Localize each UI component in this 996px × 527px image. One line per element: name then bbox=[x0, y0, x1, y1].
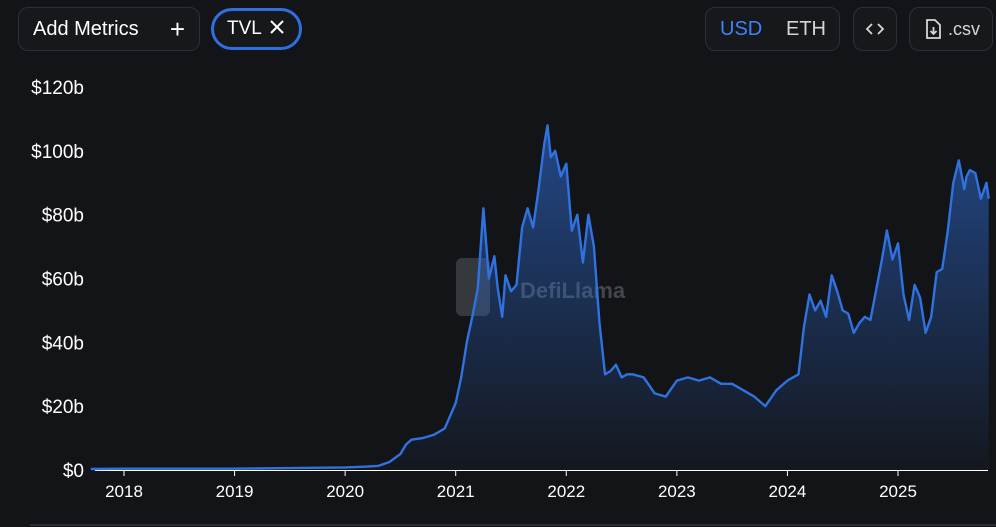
currency-usd-option[interactable]: USD bbox=[720, 18, 763, 40]
embed-button[interactable] bbox=[853, 7, 897, 51]
download-csv-button[interactable]: .csv bbox=[909, 7, 993, 51]
y-tick-label: $80b bbox=[42, 206, 84, 227]
y-tick-label: $120b bbox=[31, 78, 84, 99]
x-tick-label: 2022 bbox=[547, 482, 585, 501]
add-metrics-label: Add Metrics bbox=[33, 17, 139, 40]
y-tick-label: $40b bbox=[42, 333, 84, 354]
x-tick-label: 2023 bbox=[658, 482, 696, 501]
x-tick-label: 2019 bbox=[216, 482, 254, 501]
y-tick-label: $20b bbox=[42, 397, 84, 418]
plus-icon: + bbox=[169, 14, 185, 44]
add-metrics-button[interactable]: Add Metrics + bbox=[18, 7, 200, 51]
y-tick-label: $100b bbox=[31, 142, 84, 163]
x-tick-label: 2018 bbox=[105, 482, 143, 501]
file-download-icon bbox=[926, 19, 941, 39]
tvl-metric-chip[interactable]: TVL bbox=[211, 8, 302, 50]
x-tick-label: 2021 bbox=[437, 482, 475, 501]
close-icon[interactable] bbox=[268, 18, 286, 36]
chart-toolbar: Add Metrics + TVL USD ETH .csv bbox=[0, 0, 996, 60]
tvl-area bbox=[90, 125, 989, 471]
tvl-chip-label: TVL bbox=[227, 18, 262, 39]
y-tick-label: $0 bbox=[63, 461, 84, 482]
currency-toggle: USD ETH bbox=[705, 7, 840, 51]
x-tick-label: 2025 bbox=[879, 482, 917, 501]
x-tick-label: 2020 bbox=[326, 482, 364, 501]
currency-eth-option[interactable]: ETH bbox=[786, 18, 826, 40]
y-axis: $0 $20b $40b $60b $80b $100b $120b bbox=[31, 78, 84, 482]
tvl-line bbox=[90, 124, 990, 471]
x-tick-label: 2024 bbox=[769, 482, 807, 501]
x-axis: 2018 2019 2020 2021 2022 2023 2024 2025 bbox=[95, 470, 988, 501]
code-icon bbox=[865, 23, 885, 35]
y-tick-label: $60b bbox=[42, 270, 84, 291]
csv-label: .csv bbox=[948, 19, 981, 39]
